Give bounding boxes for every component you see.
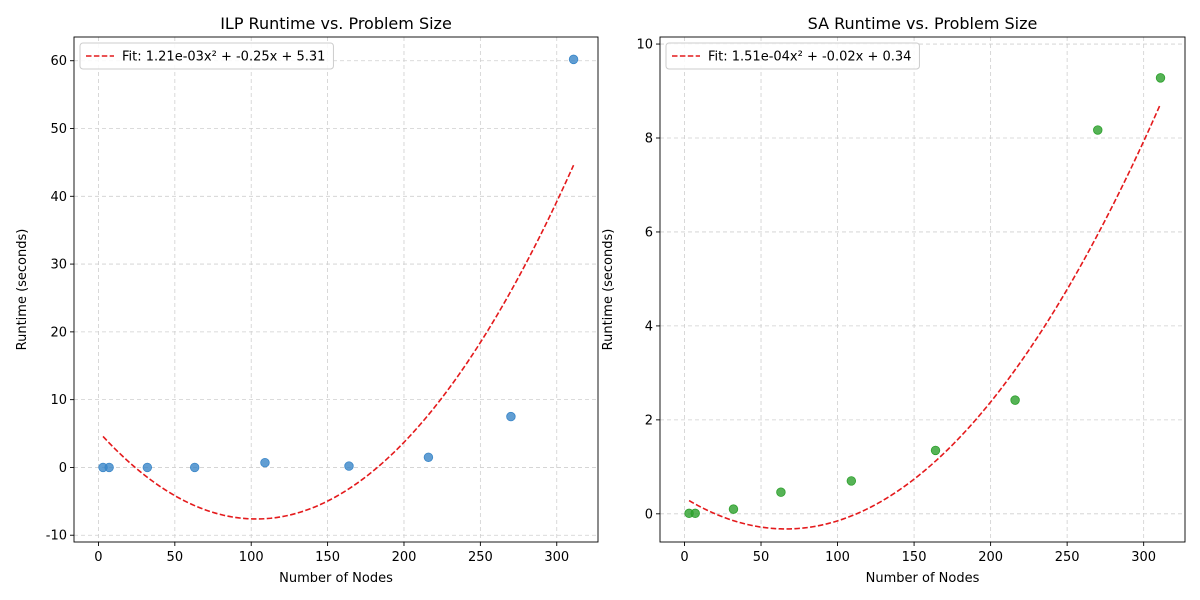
ilp-x-tick-label: 250 — [468, 550, 493, 565]
sa-data-point — [776, 487, 786, 497]
sa-x-tick-label: 150 — [902, 550, 927, 565]
sa-y-tick-label: 6 — [645, 225, 653, 240]
ilp-axes-frame — [73, 36, 599, 543]
sa-data-point — [1010, 395, 1020, 405]
sa-y-tick-label: 8 — [645, 132, 653, 147]
sa-legend-box — [665, 42, 920, 70]
sa-x-tick-label: 100 — [825, 550, 850, 565]
ilp-x-tick-label: 200 — [392, 550, 417, 565]
ilp-y-tick-label: -10 — [46, 529, 67, 544]
ilp-data-point — [189, 462, 200, 473]
sa-chart: 0 50 100 150 200 250 300 0 2 4 6 8 10 SA Runtime vs. … — [601, 14, 1186, 586]
ilp-legend-box — [79, 42, 334, 70]
ilp-y-tick-label: 30 — [50, 258, 67, 273]
ilp-legend-label: Fit: 1.21e-03x² + -0.25x + 5.31 — [122, 50, 325, 65]
ilp-x-tick-label: 50 — [167, 550, 184, 565]
ilp-data-point — [344, 461, 354, 471]
ilp-y-tick-label: 60 — [50, 54, 67, 69]
sa-x-tick-label: 300 — [1131, 550, 1156, 565]
sa-data-point — [728, 504, 739, 514]
sa-data-point — [1093, 125, 1103, 135]
sa-plot-area — [660, 37, 1185, 542]
sa-y-tick-label: 4 — [645, 319, 653, 334]
ilp-y-tick-label: 10 — [50, 393, 67, 408]
ilp-plot-area — [74, 37, 598, 542]
sa-fit-line — [688, 103, 1162, 530]
sa-y-tick-label: 10 — [636, 38, 653, 53]
sa-x-axis-label: Number of Nodes — [866, 571, 980, 586]
sa-x-tick-label: 0 — [680, 550, 688, 565]
ilp-y-tick-label: 40 — [50, 190, 67, 205]
sa-x-tick-label: 50 — [753, 550, 770, 565]
ilp-chart-title: ILP Runtime vs. Problem Size — [220, 14, 452, 33]
sa-axes-frame — [659, 36, 1186, 543]
sa-y-tick-label: 2 — [645, 413, 653, 428]
ilp-y-tick-label: 50 — [50, 122, 67, 137]
ilp-data-point — [142, 462, 153, 473]
ilp-data-point — [423, 452, 434, 462]
sa-legend-label: Fit: 1.51e-04x² + -0.02x + 0.34 — [708, 50, 911, 65]
ilp-y-axis-label: Runtime (seconds) — [15, 229, 30, 351]
ilp-x-axis-label: Number of Nodes — [279, 571, 393, 586]
sa-data-point — [1155, 73, 1166, 83]
sa-y-tick-label: 0 — [645, 507, 653, 522]
sa-legend: Fit: 1.51e-04x² + -0.02x + 0.34 — [665, 42, 920, 70]
ilp-x-tick-label: 100 — [239, 550, 264, 565]
ilp-x-tick-label: 300 — [544, 550, 569, 565]
sa-data-point — [690, 508, 700, 519]
ilp-legend: Fit: 1.21e-03x² + -0.25x + 5.31 — [79, 42, 334, 70]
sa-x-tick-label: 250 — [1055, 550, 1080, 565]
ilp-y-tick-label: 0 — [59, 461, 67, 476]
ilp-x-tick-label: 0 — [94, 550, 102, 565]
ilp-data-point — [506, 411, 516, 422]
ilp-y-tick-label: 20 — [50, 325, 67, 340]
sa-y-axis-label: Runtime (seconds) — [601, 229, 616, 351]
sa-chart-title: SA Runtime vs. Problem Size — [808, 14, 1038, 33]
ilp-fit-line — [102, 164, 575, 520]
ilp-data-point — [568, 54, 579, 65]
sa-data-point — [846, 476, 857, 486]
sa-data-point — [930, 445, 941, 456]
ilp-data-point — [260, 457, 270, 468]
ilp-x-tick-label: 150 — [315, 550, 340, 565]
sa-x-tick-label: 200 — [978, 550, 1003, 565]
ilp-chart: 0 50 100 150 200 250 300 -10 0 10 20 30 40 50 60 ILP Ru… — [15, 14, 599, 586]
ilp-data-point — [104, 462, 114, 473]
